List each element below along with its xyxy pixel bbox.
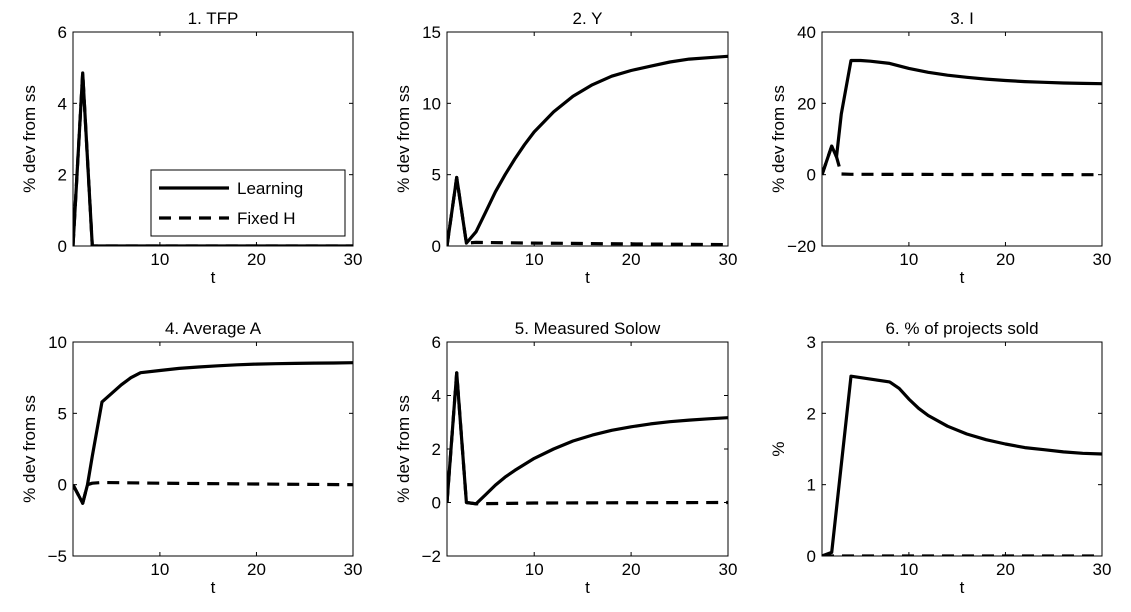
x-tick-label: 30 — [344, 250, 363, 269]
x-axis-label: t — [211, 268, 216, 287]
panel-5: 5. Measured Solow 10 20 30 −2 0 2 4 6 t % dev from… — [394, 319, 737, 597]
x-tick-label: 20 — [247, 560, 266, 579]
series-line-learning — [73, 361, 353, 505]
panel-title: 1. TFP — [188, 9, 239, 28]
x-tick-label: 20 — [996, 560, 1015, 579]
x-tick-label: 30 — [1093, 250, 1112, 269]
y-tick-label: 5 — [58, 404, 67, 423]
x-tick-label: 20 — [622, 250, 641, 269]
y-tick-label: 10 — [48, 333, 67, 352]
series-line-fixed-h — [73, 480, 353, 505]
y-tick-label: 0 — [58, 476, 67, 495]
x-tick-label: 20 — [622, 560, 641, 579]
series-line-fixed-h — [822, 144, 1102, 177]
series-line-learning — [73, 71, 353, 246]
axes-box — [821, 31, 1103, 247]
y-tick-label: −5 — [48, 547, 67, 566]
y-tick-label: 2 — [58, 166, 67, 185]
legend: Learning Fixed H — [150, 169, 346, 237]
x-tick-label: 30 — [344, 560, 363, 579]
y-tick-label: 2 — [807, 404, 816, 423]
x-tick-label: 30 — [719, 560, 738, 579]
y-tick-label: 0 — [58, 237, 67, 256]
x-axis-label: t — [211, 578, 216, 597]
axes-box — [446, 341, 729, 557]
x-tick-label: 30 — [719, 250, 738, 269]
y-tick-label: 0 — [432, 494, 441, 513]
y-tick-label: 0 — [432, 237, 441, 256]
y-axis-label: % dev from ss — [769, 85, 788, 193]
axes-box — [821, 341, 1103, 557]
x-axis-label: t — [960, 268, 965, 287]
y-tick-label: 15 — [422, 23, 441, 42]
x-tick-label: 10 — [150, 250, 169, 269]
series-line-fixed-h — [447, 371, 728, 506]
x-tick-label: 10 — [899, 560, 918, 579]
x-tick-label: 30 — [1093, 560, 1112, 579]
x-tick-label: 10 — [150, 560, 169, 579]
panel-4: 4. Average A 10 20 30 −5 0 5 10 t % dev from ss — [20, 319, 362, 597]
axes-box — [446, 31, 729, 247]
series-line-learning — [447, 371, 728, 506]
panel-title: 2. Y — [573, 9, 603, 28]
y-tick-label: 6 — [58, 23, 67, 42]
x-axis-label: t — [585, 268, 590, 287]
x-axis-label: t — [585, 578, 590, 597]
x-tick-label: 10 — [525, 250, 544, 269]
y-tick-label: 20 — [797, 94, 816, 113]
y-axis-label: % dev from ss — [20, 85, 39, 193]
y-axis-label: % dev from ss — [394, 395, 413, 503]
panel-1: 1. TFP 10 20 30 0 2 4 6 t % dev from ss Learning Fi… — [20, 9, 362, 287]
panel-title: 5. Measured Solow — [515, 319, 661, 338]
y-tick-label: 0 — [807, 547, 816, 566]
y-tick-label: 5 — [432, 166, 441, 185]
y-tick-label: 1 — [807, 476, 816, 495]
panel-6: 6. % of projects sold 10 20 30 0 1 2 3 t% — [769, 319, 1111, 597]
y-axis-label: % — [769, 441, 788, 456]
series-line-learning — [822, 374, 1102, 556]
y-tick-label: 40 — [797, 23, 816, 42]
legend-label: Learning — [237, 179, 303, 198]
legend-label: Fixed H — [237, 209, 296, 228]
y-tick-label: 6 — [432, 333, 441, 352]
series-line-learning — [822, 58, 1102, 176]
series-line-fixed-h — [447, 175, 728, 246]
panel-2: 2. Y 10 20 30 0 5 10 15 t % dev from ss — [394, 9, 737, 287]
y-axis-label: % dev from ss — [20, 395, 39, 503]
x-tick-label: 10 — [899, 250, 918, 269]
x-tick-label: 20 — [247, 250, 266, 269]
series-line-learning — [447, 54, 728, 246]
x-tick-label: 20 — [996, 250, 1015, 269]
panel-title: 6. % of projects sold — [885, 319, 1038, 338]
y-tick-label: 4 — [432, 387, 441, 406]
y-tick-label: 4 — [58, 94, 67, 113]
panel-title: 4. Average A — [165, 319, 262, 338]
y-tick-label: 2 — [432, 440, 441, 459]
y-axis-label: % dev from ss — [394, 85, 413, 193]
y-tick-label: 10 — [422, 94, 441, 113]
legend-box — [150, 169, 346, 237]
y-tick-label: −20 — [787, 237, 816, 256]
y-tick-label: 3 — [807, 333, 816, 352]
panel-3: 3. I 10 20 30 −20 0 20 40 t % dev from ss — [769, 9, 1111, 287]
y-tick-label: 0 — [807, 166, 816, 185]
y-tick-label: −2 — [422, 547, 441, 566]
x-tick-label: 10 — [525, 560, 544, 579]
panel-title: 3. I — [950, 9, 974, 28]
x-axis-label: t — [960, 578, 965, 597]
axes-box — [72, 341, 354, 557]
